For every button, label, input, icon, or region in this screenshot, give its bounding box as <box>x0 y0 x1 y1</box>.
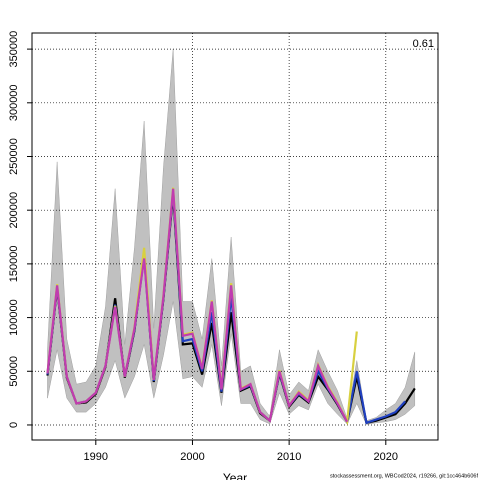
plot-frame <box>31 32 439 441</box>
footer: stockassessment.org, WBCod2024, r19266, … <box>330 473 478 479</box>
confidence-band <box>47 49 416 425</box>
x-axis-label: Year <box>223 471 247 480</box>
x-tick-label: 2010 <box>277 451 301 463</box>
series-line <box>46 188 349 423</box>
y-tick-label: 0 <box>8 422 20 428</box>
y-tick-label: 350000 <box>8 31 20 68</box>
annotation: 0.61 <box>413 38 434 50</box>
x-tick-label: 2000 <box>180 451 204 463</box>
y-tick-label: 200000 <box>8 192 20 229</box>
y-tick-label: 50000 <box>8 356 20 387</box>
x-tick-label: 1990 <box>84 451 108 463</box>
x-tick-label: 2020 <box>374 451 398 463</box>
y-tick-label: 250000 <box>8 138 20 175</box>
y-tick-label: 300000 <box>8 84 20 121</box>
y-tick-label: 150000 <box>8 246 20 283</box>
y-tick-label: 100000 <box>8 299 20 336</box>
